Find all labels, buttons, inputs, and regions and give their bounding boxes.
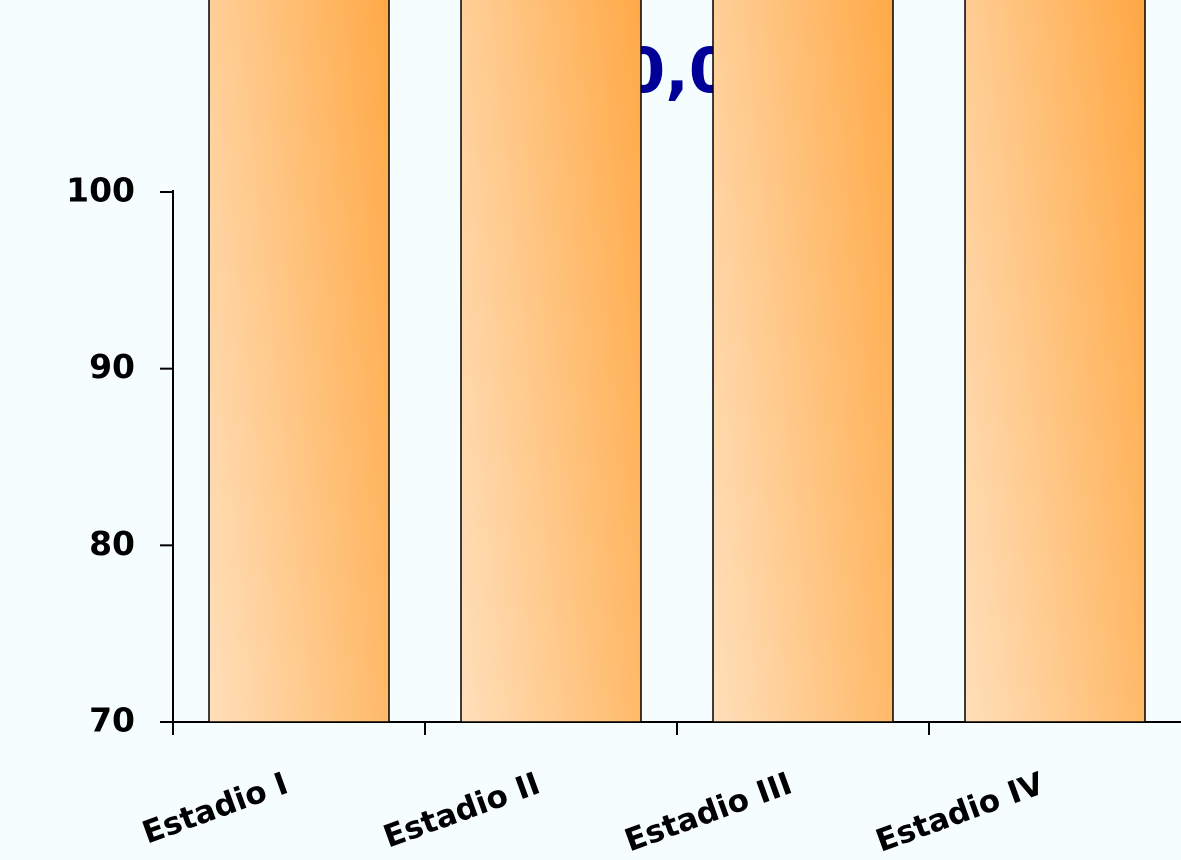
x-tick-label: Estadio II bbox=[379, 766, 545, 856]
x-tick-label: Estadio III bbox=[620, 766, 797, 860]
x-tick-label: Estadio IV bbox=[871, 766, 1049, 860]
bar-segment bbox=[712, 0, 894, 723]
y-tick-label: 70 bbox=[89, 701, 135, 740]
y-tick-label: 80 bbox=[89, 524, 135, 563]
x-tick-label: Estadio I bbox=[138, 766, 293, 852]
y-tick-label: 100 bbox=[66, 171, 135, 210]
bar-segment bbox=[460, 0, 642, 723]
bar-segment bbox=[964, 0, 1146, 723]
y-tick-label: 90 bbox=[89, 347, 135, 386]
bar-segment bbox=[208, 0, 390, 723]
